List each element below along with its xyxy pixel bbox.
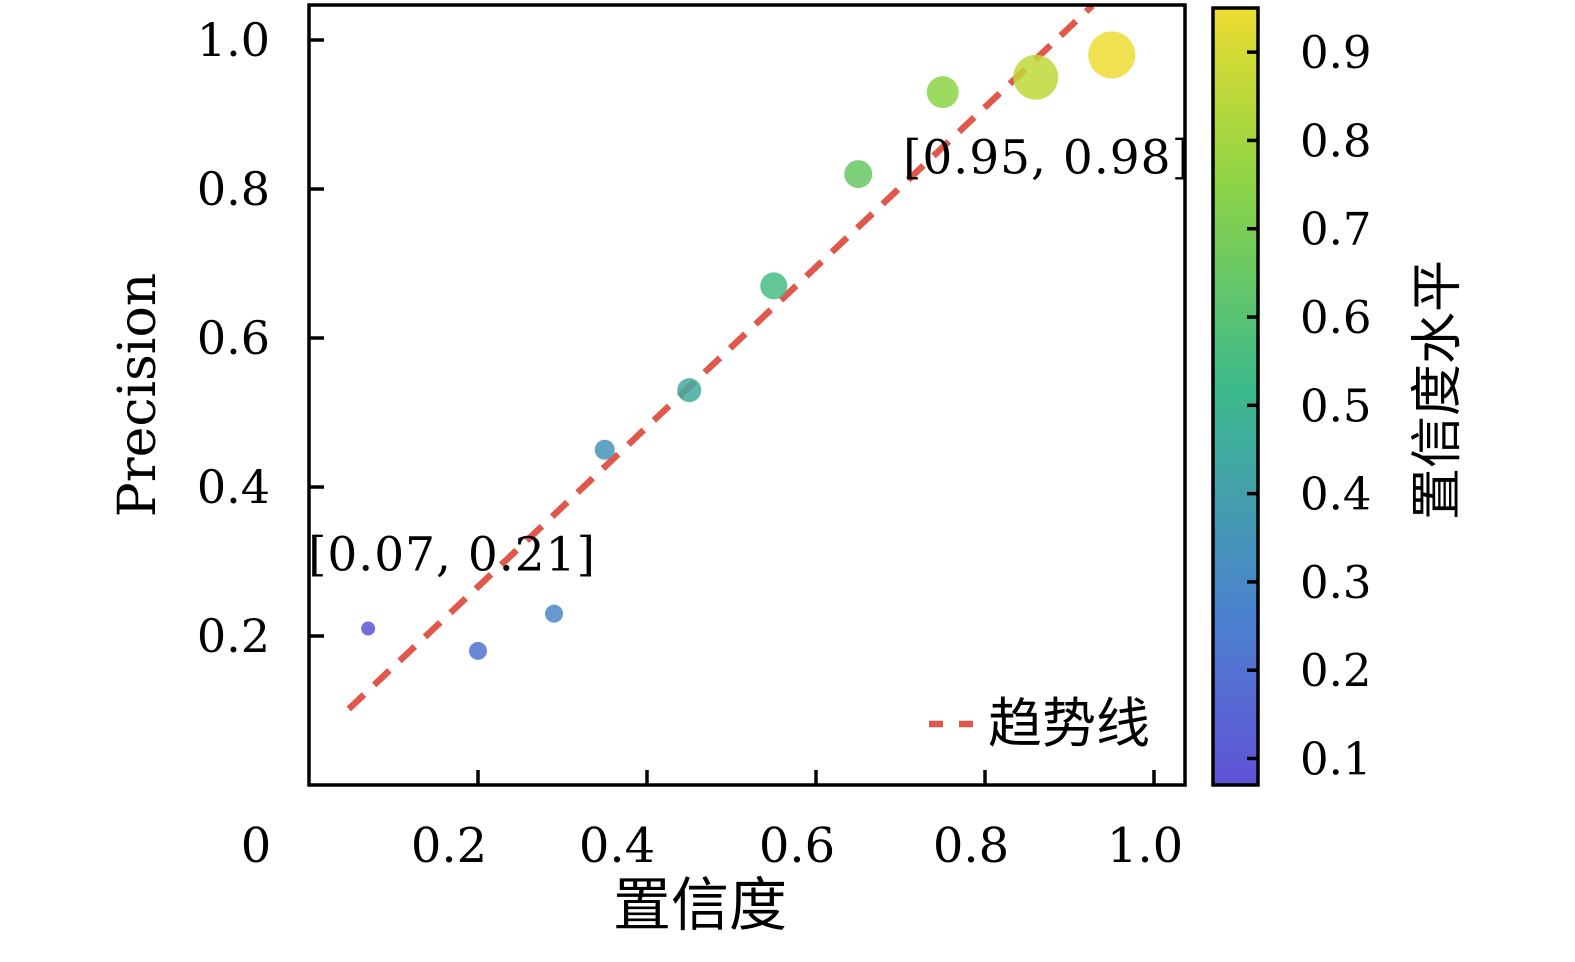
y-tick-label: 0.6 bbox=[197, 311, 270, 365]
colorbar-tick-label: 0.8 bbox=[1300, 114, 1372, 167]
scatter-point bbox=[677, 378, 702, 403]
scatter-point bbox=[545, 604, 564, 623]
x-tick-label: 0.2 bbox=[411, 818, 487, 874]
scatter-point bbox=[1013, 54, 1059, 100]
x-tick-label: 0.8 bbox=[933, 818, 1009, 874]
x-tick-label: 0.6 bbox=[759, 818, 835, 874]
x-tick-label: 1.0 bbox=[1107, 818, 1183, 874]
scatter-point bbox=[1088, 31, 1136, 79]
scatter-point bbox=[361, 621, 376, 636]
colorbar-tick-label: 0.4 bbox=[1300, 468, 1372, 521]
y-tick-label: 1.0 bbox=[197, 13, 270, 67]
y-axis-label: Precision bbox=[108, 272, 168, 518]
scatter-point bbox=[469, 641, 487, 660]
legend-trendline-label: 趋势线 bbox=[988, 692, 1150, 755]
x-tick-label: 0 bbox=[241, 818, 272, 874]
x-tick-label: 0.4 bbox=[579, 818, 655, 874]
y-tick-label: 0.2 bbox=[197, 609, 270, 663]
scatter-point bbox=[844, 160, 873, 189]
y-tick-label: 0.4 bbox=[197, 460, 270, 514]
colorbar-tick-label: 0.3 bbox=[1300, 556, 1372, 609]
colorbar-tick-label: 0.1 bbox=[1300, 733, 1372, 786]
scatter-point bbox=[760, 272, 788, 300]
x-axis-label: 置信度 bbox=[612, 871, 788, 939]
annotation-high-point: [0.95, 0.98] bbox=[903, 130, 1191, 186]
colorbar-tick-label: 0.2 bbox=[1300, 644, 1372, 697]
plot-border bbox=[307, 3, 1187, 787]
colorbar-gradient bbox=[1211, 6, 1260, 787]
annotation-low-point: [0.07, 0.21] bbox=[308, 527, 596, 583]
scatter-point bbox=[594, 439, 615, 460]
colorbar-tick-label: 0.9 bbox=[1300, 26, 1372, 79]
trend-line bbox=[346, 3, 1095, 712]
colorbar-label: 置信度水平 bbox=[1408, 259, 1468, 521]
y-tick-label: 0.8 bbox=[197, 162, 270, 216]
colorbar-tick-label: 0.6 bbox=[1300, 291, 1372, 344]
colorbar-tick-label: 0.7 bbox=[1300, 203, 1372, 256]
scatter-point bbox=[926, 76, 959, 109]
colorbar-tick-label: 0.5 bbox=[1300, 379, 1372, 432]
